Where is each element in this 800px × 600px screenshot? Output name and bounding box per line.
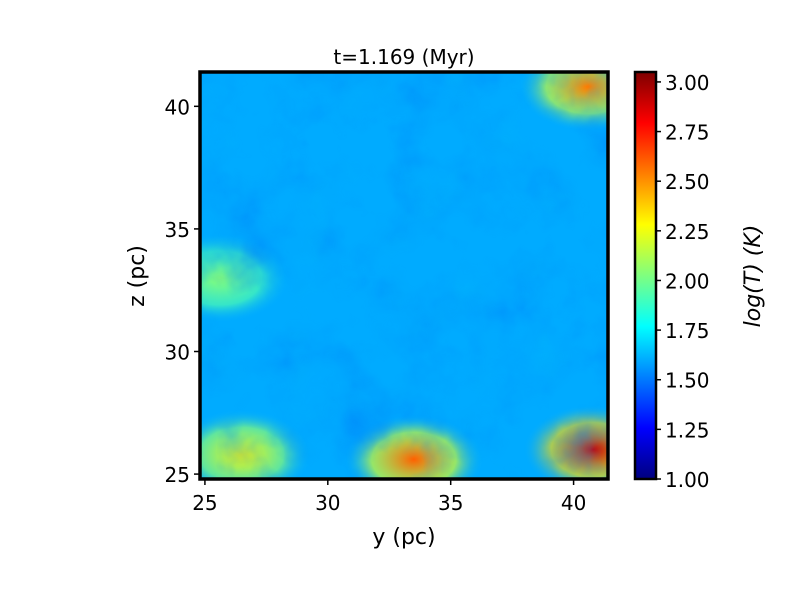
x-tick-label: 35 xyxy=(438,491,463,515)
colorbar-tick-label: 3.00 xyxy=(665,71,710,95)
y-tick-label: 35 xyxy=(165,218,190,242)
y-tick-label: 40 xyxy=(165,95,190,119)
colorbar-tick-label: 1.75 xyxy=(665,319,710,343)
x-tick-label: 30 xyxy=(315,491,340,515)
y-tick-label: 25 xyxy=(165,463,190,487)
x-tick-label: 25 xyxy=(192,491,217,515)
y-tick-label: 30 xyxy=(165,341,190,365)
y-axis-label: z (pc) xyxy=(125,245,150,307)
colorbar-gradient xyxy=(635,72,656,479)
x-axis: 25 30 35 40 xyxy=(192,479,586,515)
x-axis-label: y (pc) xyxy=(372,525,435,550)
colorbar-label: log(T) (K) xyxy=(741,225,766,328)
colorbar-tick-label: 2.75 xyxy=(665,121,710,145)
colorbar-frame xyxy=(633,70,658,481)
colorbar-tick-label: 2.25 xyxy=(665,220,710,244)
y-axis: 25 30 35 40 xyxy=(165,95,200,487)
colorbar-tick-label: 1.00 xyxy=(665,468,710,492)
colorbar-tick-label: 1.25 xyxy=(665,418,710,442)
heatmap xyxy=(200,72,608,479)
colorbar-tick-label: 2.50 xyxy=(665,170,710,194)
colorbar-tick-label: 1.50 xyxy=(665,369,710,393)
x-tick-label: 40 xyxy=(561,491,586,515)
colorbar-ticks: 1.00 1.25 1.50 1.75 2.00 2.25 2.50 2.75 3.00 xyxy=(656,71,710,492)
colorbar: 1.00 1.25 1.50 1.75 2.00 2.25 2.50 2.75 3.00 log… xyxy=(633,70,766,492)
chart-title: t=1.169 (Myr) xyxy=(333,45,474,69)
heatmap-filaments xyxy=(200,72,608,479)
colorbar-tick-label: 2.00 xyxy=(665,269,710,293)
plot-frame xyxy=(198,70,610,481)
